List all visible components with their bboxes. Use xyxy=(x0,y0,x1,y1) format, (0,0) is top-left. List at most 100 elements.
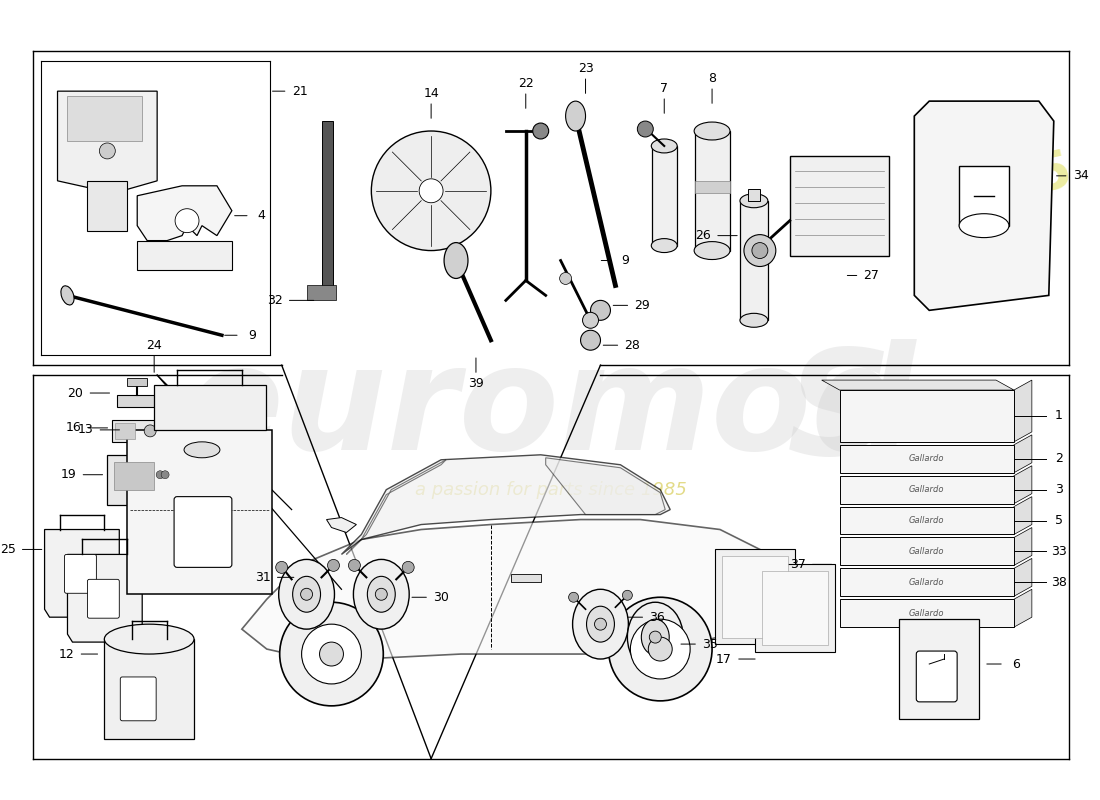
Polygon shape xyxy=(822,380,1014,390)
Text: 13: 13 xyxy=(77,423,94,436)
Polygon shape xyxy=(327,518,356,533)
Circle shape xyxy=(594,618,606,630)
Polygon shape xyxy=(1014,466,1032,504)
Polygon shape xyxy=(307,286,337,300)
Text: 29: 29 xyxy=(635,299,650,312)
FancyBboxPatch shape xyxy=(916,651,957,702)
Bar xyxy=(839,445,1014,473)
Circle shape xyxy=(583,312,598,328)
Text: Gallardo: Gallardo xyxy=(909,516,944,525)
Circle shape xyxy=(608,598,712,701)
Ellipse shape xyxy=(353,559,409,629)
Text: 32: 32 xyxy=(267,294,283,307)
Text: 31: 31 xyxy=(255,571,271,584)
FancyBboxPatch shape xyxy=(120,677,156,721)
Bar xyxy=(740,201,768,320)
Circle shape xyxy=(581,330,601,350)
Bar xyxy=(839,390,1014,442)
Circle shape xyxy=(99,103,116,119)
Circle shape xyxy=(124,113,140,129)
Circle shape xyxy=(319,642,343,666)
Circle shape xyxy=(648,637,672,661)
Ellipse shape xyxy=(694,122,730,140)
Bar xyxy=(112,420,161,442)
Ellipse shape xyxy=(278,559,334,629)
Text: 6: 6 xyxy=(1012,658,1020,670)
Ellipse shape xyxy=(651,238,678,253)
Bar xyxy=(762,571,827,645)
Text: 17: 17 xyxy=(716,653,732,666)
Text: 16: 16 xyxy=(66,422,81,434)
Circle shape xyxy=(637,121,653,137)
Bar xyxy=(128,430,272,594)
Circle shape xyxy=(560,273,572,285)
Text: 24: 24 xyxy=(146,338,162,352)
Text: 27: 27 xyxy=(864,269,879,282)
Bar xyxy=(104,639,194,738)
Polygon shape xyxy=(138,241,232,270)
Ellipse shape xyxy=(959,214,1009,238)
Circle shape xyxy=(623,590,632,600)
Bar xyxy=(108,454,172,505)
Polygon shape xyxy=(138,186,232,241)
Circle shape xyxy=(75,113,90,129)
Polygon shape xyxy=(546,458,666,514)
Bar xyxy=(510,574,541,582)
Text: 22: 22 xyxy=(518,77,534,90)
Text: 3: 3 xyxy=(1055,483,1063,496)
Circle shape xyxy=(99,143,116,159)
Bar xyxy=(839,568,1014,596)
Polygon shape xyxy=(346,460,447,554)
Text: 12: 12 xyxy=(58,647,75,661)
Text: 8: 8 xyxy=(708,72,716,85)
Circle shape xyxy=(161,470,169,478)
Bar xyxy=(839,599,1014,627)
Circle shape xyxy=(301,624,362,684)
Polygon shape xyxy=(1014,527,1032,566)
Bar xyxy=(695,181,730,193)
Text: 1: 1 xyxy=(1055,410,1063,422)
FancyBboxPatch shape xyxy=(65,554,97,594)
Polygon shape xyxy=(67,554,142,642)
Bar xyxy=(722,557,788,638)
Bar xyxy=(900,619,979,719)
Polygon shape xyxy=(341,454,670,554)
Bar xyxy=(790,156,890,255)
Bar xyxy=(652,146,678,246)
Text: S: S xyxy=(788,345,892,486)
Bar xyxy=(114,462,154,490)
Circle shape xyxy=(349,559,361,571)
Text: 35: 35 xyxy=(702,638,718,650)
Circle shape xyxy=(144,425,156,437)
Bar xyxy=(959,166,1009,226)
Ellipse shape xyxy=(740,194,768,208)
Text: 23: 23 xyxy=(578,62,593,74)
Text: 1985: 1985 xyxy=(922,145,1076,226)
Ellipse shape xyxy=(367,576,395,612)
Circle shape xyxy=(300,588,312,600)
Polygon shape xyxy=(914,101,1054,310)
Bar xyxy=(116,423,135,439)
Ellipse shape xyxy=(740,314,768,327)
Text: 28: 28 xyxy=(625,338,640,352)
Text: 33: 33 xyxy=(1050,545,1067,558)
Circle shape xyxy=(532,123,549,139)
Text: Gallardo: Gallardo xyxy=(909,485,944,494)
Bar xyxy=(715,550,795,644)
Circle shape xyxy=(156,470,164,478)
Ellipse shape xyxy=(184,442,220,458)
Bar xyxy=(118,395,157,407)
Circle shape xyxy=(375,588,387,600)
Bar xyxy=(67,96,142,141)
Circle shape xyxy=(372,131,491,250)
Ellipse shape xyxy=(586,606,615,642)
Text: 9: 9 xyxy=(621,254,629,267)
Text: 39: 39 xyxy=(469,377,484,390)
Circle shape xyxy=(279,602,383,706)
FancyBboxPatch shape xyxy=(174,497,232,567)
Ellipse shape xyxy=(641,619,669,655)
Ellipse shape xyxy=(694,242,730,259)
Circle shape xyxy=(403,562,415,574)
Polygon shape xyxy=(1014,380,1032,442)
Text: 5: 5 xyxy=(1055,514,1063,527)
